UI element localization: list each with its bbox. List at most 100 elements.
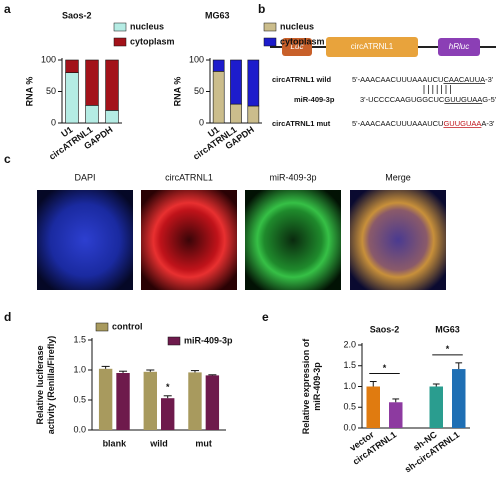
error-bar [146,369,155,372]
bar-segment [230,59,242,105]
y-axis-label: Relative expression of [301,338,311,435]
bar [116,373,130,430]
legend-swatch [263,22,277,32]
channel-label: circATRNL1 [165,172,213,182]
sequence: 3'-UCCCCAAGUGGCUCGUUGUAAG-5' [360,95,497,104]
y-tick-label: 0.5 [343,402,356,412]
panel-label: c [4,152,11,166]
y-tick-label: 2.0 [343,339,356,349]
sequence: 5'-AAACAACUUUAAAUCUGUUGUAAA-3' [352,119,495,128]
bar-segment [105,110,119,124]
annotation: * [446,344,450,354]
y-tick-label: 0.5 [73,394,86,404]
group-label: Saos-2 [370,324,400,334]
panel-label: e [262,310,269,324]
legend-label: cytoplasm [280,36,325,46]
x-tick-label: mut [195,438,212,448]
panel-label: b [258,2,265,16]
y-tick-label: 50 [194,86,204,96]
legend-label: nucleus [280,21,314,31]
bar-segment [247,105,260,124]
y-tick-label: 1.0 [73,364,86,374]
annotation: * [383,363,387,373]
circ-box [326,37,418,57]
mir-image [245,190,341,290]
bar [98,368,113,430]
seq-part: -3' [485,75,494,84]
bar-segment [85,59,99,106]
error-bar [369,381,377,387]
error-bar [392,398,400,403]
bar-segment [105,59,119,111]
error-bar [163,395,172,399]
legend-swatch [167,336,181,346]
legend-swatch [263,37,277,47]
y-tick-label: 50 [46,86,56,96]
y-tick-label: 0.0 [343,422,356,432]
seq-part: G-5' [482,95,497,104]
base-pairs [423,85,451,94]
legend-label: cytoplasm [130,36,175,46]
y-tick-label: 1.0 [343,381,356,391]
chart-title: MG63 [205,10,230,20]
seq-site: GUUGUAA [443,119,481,128]
sequence: 5'-AAACAACUUUAAAUCUCAACAUUA-3' [352,75,494,84]
error-bar [119,370,128,373]
group-label: MG63 [435,324,460,334]
legend-swatch [113,37,127,47]
bar [452,369,466,428]
sequence-rows: circATRNL1 wild 5'-AAACAACUUUAAAUCUCAACA… [272,75,497,128]
annotation: * [166,382,170,392]
legend-swatch [95,322,109,332]
error-bar [101,365,110,369]
seq-site: CAACAUUA [443,75,485,84]
bar-segment [212,71,225,124]
bar-segment [85,105,99,124]
box-label: Luc [291,42,304,51]
bar [366,386,380,428]
panel-label: a [4,2,11,16]
circ-image [141,190,237,290]
bar-segment [212,59,225,72]
luc-box [282,38,312,56]
legend-label: nucleus [130,21,164,31]
bar [188,372,202,430]
seq-site: GUUGUAA [444,95,482,104]
bar-segment [230,103,242,124]
row-name: circATRNL1 mut [272,119,331,128]
seq-part: 5'-AAACAACUUUAAAUCU [352,119,443,128]
seq-part: A-3' [481,119,495,128]
channel-label: DAPI [74,172,95,182]
chart-title: Saos-2 [62,10,92,20]
seq-part: 5'-AAACAACUUUAAAUCU [352,75,443,84]
y-tick-label: 0 [51,117,56,127]
y-tick-label: 100 [189,54,204,64]
y-tick-label: 100 [41,54,56,64]
y-tick-label: 0.0 [73,424,86,434]
y-axis-label: RNA % [172,77,182,107]
channel-label: miR-409-3p [269,172,316,182]
panel-label: d [4,310,11,324]
bar [143,371,157,430]
box-label: circATRNL1 [351,42,394,51]
row-name: miR-409-3p [294,95,335,104]
hrluc-box [438,38,480,56]
bar [161,398,175,430]
y-axis-label: Relative luciferase [35,345,45,424]
y-axis-label: activity (Renilla/Firefly) [46,336,56,435]
channel-label: Merge [385,172,411,182]
y-axis-label: miR-409-3p [312,362,322,411]
error-bar [432,383,440,387]
legend-label: control [112,321,143,331]
y-tick-label: 0 [199,117,204,127]
x-tick-label: blank [103,438,128,448]
bar-segment [247,59,260,107]
y-axis-label: RNA % [24,77,34,107]
row-name: circATRNL1 wild [272,75,331,84]
bar [389,402,403,428]
error-bar [190,370,199,373]
bar-segment [65,72,79,124]
legend-swatch [113,22,127,32]
merge-image [350,190,446,290]
